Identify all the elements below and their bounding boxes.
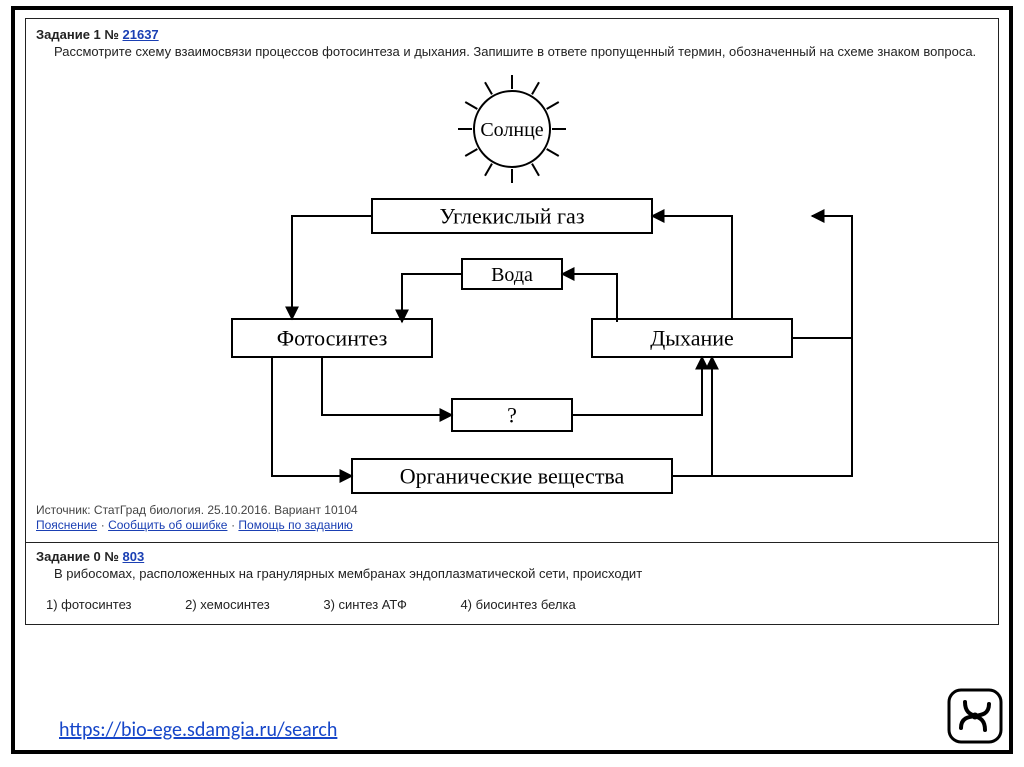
task1-source: Источник: СтатГрад биология. 25.10.2016.… [36,503,988,517]
svg-text:Дыхание: Дыхание [650,326,734,351]
task2-description: В рибосомах, расположенных на гранулярны… [54,566,988,583]
option-2: 2) хемосинтез [185,597,270,612]
content-panel: Задание 1 № 21637 Рассмотрите схему взаи… [25,18,999,625]
site-logo-icon [947,688,1003,744]
task2-title: Задание 0 № [36,549,123,564]
svg-text:Вода: Вода [491,264,533,286]
option-3: 3) синтез АТФ [323,597,406,612]
svg-text:Фотосинтез: Фотосинтез [277,326,388,351]
svg-text:Органические вещества: Органические вещества [400,464,625,489]
task1-title: Задание 1 № [36,27,123,42]
option-1: 1) фотосинтез [46,597,132,612]
photosynthesis-diagram: Солнце Углекислый газ Вода Фотосинтез Дыхани… [152,69,872,499]
svg-text:Углекислый газ: Углекислый газ [439,204,584,229]
separator: · [101,518,108,532]
task1-description: Рассмотрите схему взаимосвязи процессов … [54,44,988,61]
outer-frame: Задание 1 № 21637 Рассмотрите схему взаи… [11,6,1013,754]
task1-id-link[interactable]: 21637 [123,27,159,42]
task1-meta-links: Пояснение · Сообщить об ошибке · Помощь … [36,517,988,532]
option-4: 4) биосинтез белка [460,597,575,612]
task1-header: Задание 1 № 21637 [36,27,988,42]
footer-url-link[interactable]: https://bio-ege.sdamgia.ru/search [59,718,337,742]
help-link[interactable]: Помощь по заданию [238,518,352,532]
task2-header: Задание 0 № 803 [36,549,988,564]
report-link[interactable]: Сообщить об ошибке [108,518,227,532]
explain-link[interactable]: Пояснение [36,518,97,532]
svg-text:Солнце: Солнце [480,119,543,141]
divider [26,542,998,543]
task2-options: 1) фотосинтез 2) хемосинтез 3) синтез АТ… [46,597,988,612]
task2-id-link[interactable]: 803 [123,549,145,564]
svg-text:?: ? [507,403,517,428]
